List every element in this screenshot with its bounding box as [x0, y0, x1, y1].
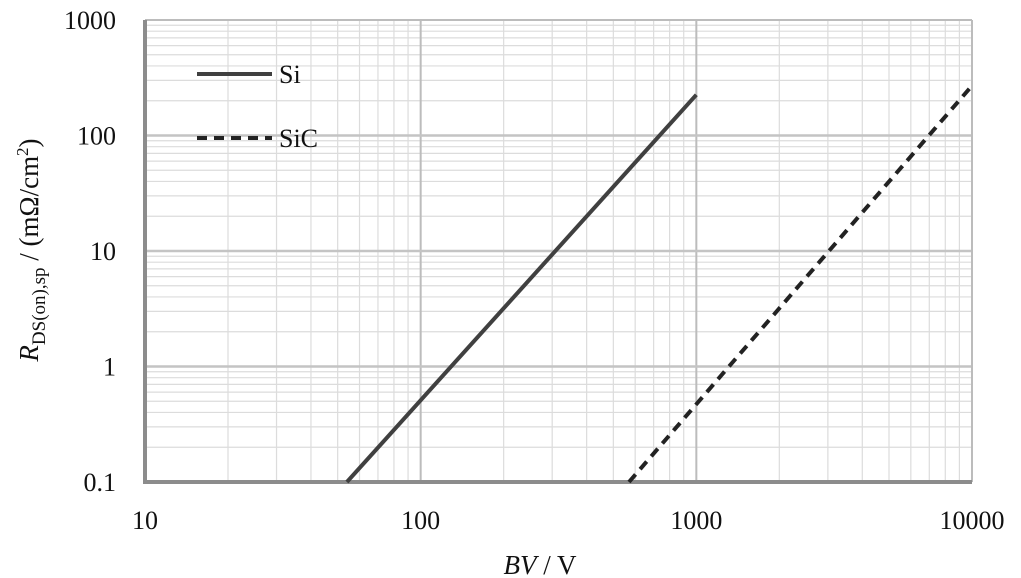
- x-axis-title-unit: / V: [536, 550, 577, 578]
- x-axis-title: BV / V: [503, 550, 577, 578]
- x-axis-title-var: BV: [503, 550, 539, 578]
- series-line-si: [345, 93, 698, 484]
- y-axis-title-unit: / (mΩ/cm: [14, 156, 44, 268]
- y-axis-title-sup: 2: [13, 147, 32, 156]
- y-tick-label: 10: [90, 237, 116, 266]
- x-tick-label: 10000: [940, 506, 1005, 535]
- y-tick-label: 1: [103, 353, 116, 382]
- x-tick-label: 100: [401, 506, 440, 535]
- grid: [145, 20, 972, 482]
- y-axis-title-sub: DS(on),sp: [29, 267, 50, 345]
- y-axis-title-var: R: [14, 345, 44, 363]
- y-tick-label: 1000: [64, 6, 116, 35]
- y-axis-title-close: ): [14, 138, 44, 147]
- tick-labels: 10 100 1000 10000 0.1 1 10 100 1000: [64, 6, 1005, 535]
- x-tick-label: 1000: [670, 506, 722, 535]
- series-line-sic: [627, 84, 974, 484]
- legend-label-sic: SiC: [279, 124, 318, 153]
- plot-frame: [143, 19, 973, 484]
- y-tick-label: 100: [77, 122, 116, 151]
- y-tick-label: 0.1: [84, 468, 117, 497]
- legend: Si SiC: [197, 60, 318, 153]
- y-axis-title: RDS(on),sp / (mΩ/cm2): [13, 138, 50, 362]
- legend-label-si: Si: [279, 60, 301, 89]
- x-tick-label: 10: [132, 506, 158, 535]
- series-lines: [345, 84, 974, 484]
